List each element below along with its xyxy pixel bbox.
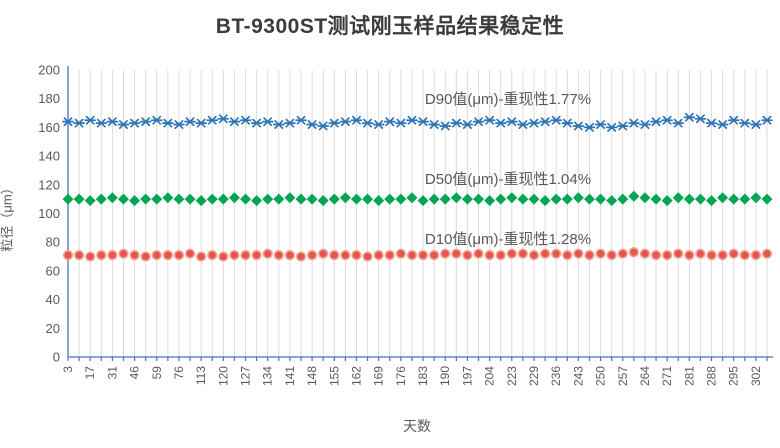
svg-text:200: 200 [38,63,60,78]
series-label-d10: D10值(μm)-重现性1.28% [424,231,592,248]
series-label-d50: D50值(μm)-重现性1.04% [424,171,592,188]
chart-plot-area: 3 17 31 46 59 76 113 120 127 134 141 148 155 162 169 17… [38,63,773,386]
series-label-d90: D90值(μm)-重现性1.77% [424,91,592,108]
svg-text:0: 0 [53,350,60,365]
svg-text:113: 113 [194,366,208,385]
svg-text:204: 204 [483,366,497,386]
svg-text:257: 257 [616,366,630,386]
svg-text:60: 60 [46,263,60,278]
svg-text:40: 40 [46,292,60,307]
svg-text:223: 223 [505,366,519,386]
x-axis-title: 天数 [403,418,431,434]
svg-text:141: 141 [283,366,297,386]
svg-text:140: 140 [38,149,60,164]
svg-text:76: 76 [172,366,186,380]
svg-text:197: 197 [460,366,474,386]
svg-text:250: 250 [594,366,608,386]
svg-text:120: 120 [38,177,60,192]
svg-text:162: 162 [349,366,363,386]
svg-text:127: 127 [239,366,253,386]
svg-text:148: 148 [305,366,319,386]
svg-text:295: 295 [727,366,741,386]
svg-text:59: 59 [150,366,164,380]
svg-text:180: 180 [38,91,60,106]
svg-text:243: 243 [571,366,585,386]
svg-text:20: 20 [46,321,60,336]
svg-text:100: 100 [38,206,60,221]
svg-text:264: 264 [638,366,652,386]
series-d50 [62,190,773,207]
svg-text:236: 236 [549,366,563,386]
svg-text:31: 31 [105,366,119,380]
svg-text:3: 3 [61,366,75,373]
x-tick-labels: 3 17 31 46 59 76 113 120 127 134 141 148 155 162 169 17… [61,366,763,386]
svg-text:229: 229 [527,366,541,386]
y-tick-labels: 0 20 40 60 80 100 120 140 160 180 200 [38,63,60,365]
svg-text:190: 190 [438,366,452,386]
svg-text:120: 120 [216,366,230,386]
svg-text:80: 80 [46,235,60,250]
svg-text:288: 288 [705,366,719,386]
svg-text:176: 176 [394,366,408,386]
svg-text:46: 46 [128,366,142,380]
svg-text:160: 160 [38,120,60,135]
svg-text:155: 155 [327,366,341,386]
series-d90 [62,112,773,132]
svg-text:134: 134 [261,366,275,386]
y-axis-title: 粒径（μm） [0,181,15,252]
svg-text:302: 302 [749,366,763,386]
svg-text:183: 183 [416,366,430,386]
x-tick-marks [67,357,768,361]
chart-title: BT-9300ST测试刚玉样品结果稳定性 [215,15,565,38]
svg-text:17: 17 [83,366,97,380]
svg-text:169: 169 [372,366,386,386]
vertical-gridlines [78,70,768,357]
svg-text:281: 281 [682,366,696,386]
svg-text:271: 271 [660,366,674,386]
series-d10 [62,247,773,262]
